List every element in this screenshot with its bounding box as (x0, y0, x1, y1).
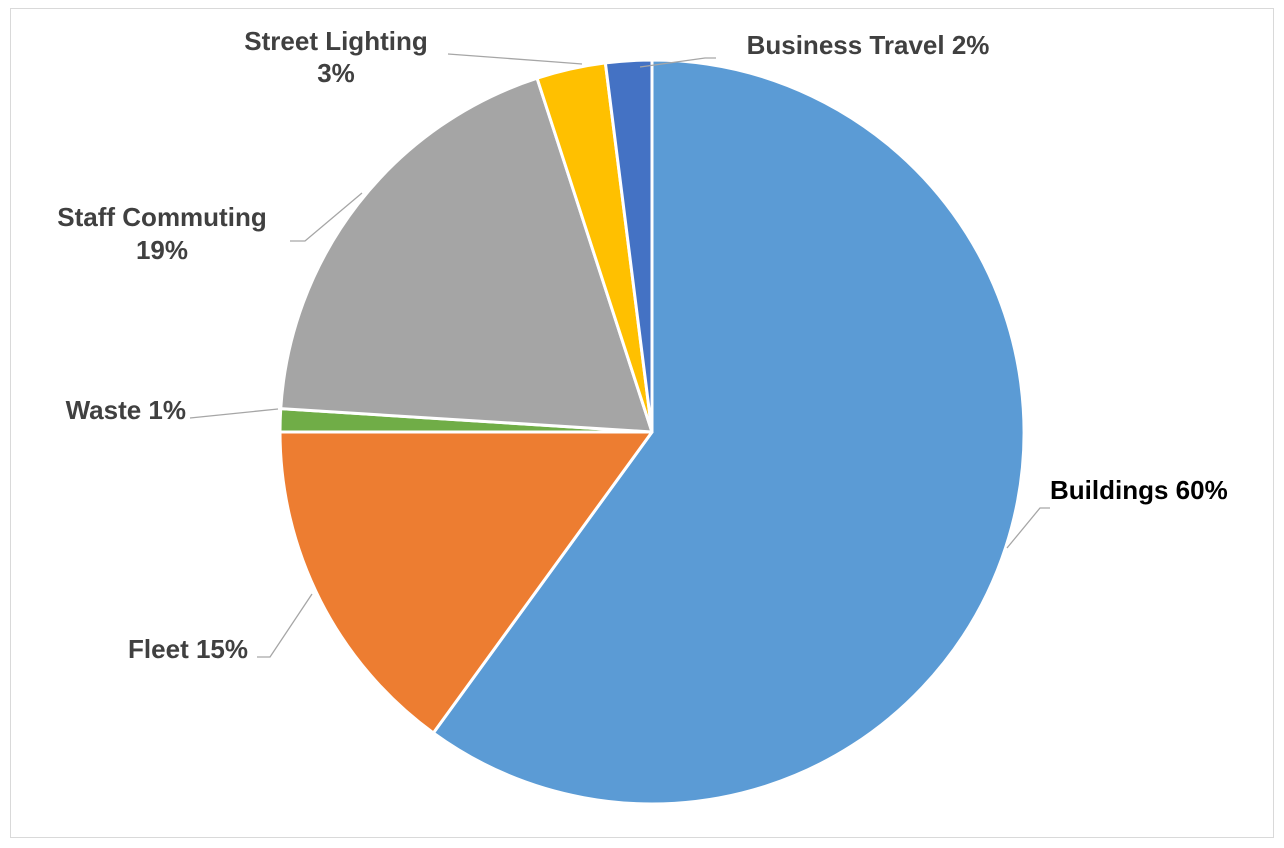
data-label-line: Waste 1% (66, 395, 186, 425)
leader-line-waste (190, 409, 278, 418)
data-label-buildings: Buildings 60% (1050, 475, 1228, 505)
data-label-line: 3% (317, 58, 355, 88)
data-label-waste: Waste 1% (66, 395, 186, 425)
data-label-line: Fleet 15% (128, 634, 248, 664)
data-label-line: Street Lighting (244, 26, 427, 56)
data-label-line: Business Travel 2% (747, 30, 990, 60)
data-label-line: Buildings 60% (1050, 475, 1228, 505)
leader-line-street-lighting (448, 54, 582, 64)
data-label-fleet: Fleet 15% (128, 634, 248, 664)
data-label-business-travel: Business Travel 2% (747, 30, 990, 60)
data-label-staff-commuting: Staff Commuting 19% (57, 202, 266, 265)
data-label-line: Staff Commuting (57, 202, 266, 232)
pie-slices (280, 60, 1024, 804)
data-label-line: 19% (136, 235, 188, 265)
data-label-street-lighting: Street Lighting 3% (244, 26, 427, 88)
leader-line-fleet (257, 594, 312, 657)
